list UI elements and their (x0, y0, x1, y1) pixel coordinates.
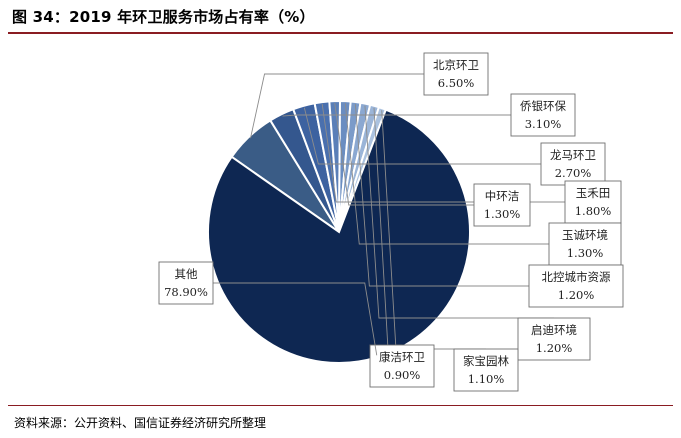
leader-line-7 (354, 104, 529, 287)
leader-line-6 (344, 103, 549, 245)
data-label-box-9 (453, 348, 519, 392)
data-label-box-1 (423, 52, 489, 96)
slice-label-6: 玉诚环境 (562, 228, 608, 242)
title-rule (8, 32, 673, 34)
source-note: 资料来源：公开资料、国信证券经济研究所整理 (14, 416, 267, 430)
data-label-box-5 (473, 183, 531, 227)
slice-label-9: 家宝园林 (463, 354, 509, 368)
slice-value-3: 2.70% (555, 166, 592, 180)
slice-value-2: 3.10% (525, 117, 562, 131)
slice-label-2: 侨银环保 (520, 99, 566, 113)
leader-line-2 (282, 114, 511, 117)
slice-value-1: 6.50% (438, 76, 475, 90)
slice-label-1: 北京环卫 (433, 58, 479, 72)
data-label-box-2 (510, 93, 576, 137)
slice-value-4: 1.80% (575, 204, 612, 218)
data-label-box-10 (369, 344, 435, 388)
leader-line-5 (334, 103, 474, 206)
slice-label-7: 北控城市资源 (542, 270, 611, 284)
slice-label-11: 其他 (175, 267, 198, 281)
leader-line-11 (213, 282, 378, 356)
footer-rule (8, 405, 673, 406)
slice-value-5: 1.30% (484, 207, 521, 221)
data-label-box-7 (528, 264, 624, 308)
slice-label-4: 玉禾田 (576, 186, 611, 200)
data-label-box-4 (564, 180, 622, 224)
leader-line-3 (303, 107, 541, 165)
slice-value-9: 1.10% (468, 372, 505, 386)
slice-label-8: 启迪环境 (531, 323, 577, 337)
slice-label-5: 中环洁 (485, 189, 520, 203)
slice-label-3: 龙马环卫 (550, 148, 596, 162)
slice-label-10: 康洁环卫 (379, 350, 425, 364)
slice-value-10: 0.90% (384, 368, 421, 382)
data-label-box-8 (517, 317, 591, 361)
slice-value-7: 1.20% (558, 288, 595, 302)
data-label-box-11 (158, 261, 214, 305)
leader-line-8 (364, 105, 554, 319)
slice-value-6: 1.30% (567, 246, 604, 260)
slice-value-11: 78.90% (164, 285, 208, 299)
leader-line-1 (250, 73, 424, 139)
data-label-box-6 (548, 222, 622, 266)
slice-value-8: 1.20% (536, 341, 573, 355)
figure-title: 图 34：2019 年环卫服务市场占有率（%） (12, 8, 315, 26)
